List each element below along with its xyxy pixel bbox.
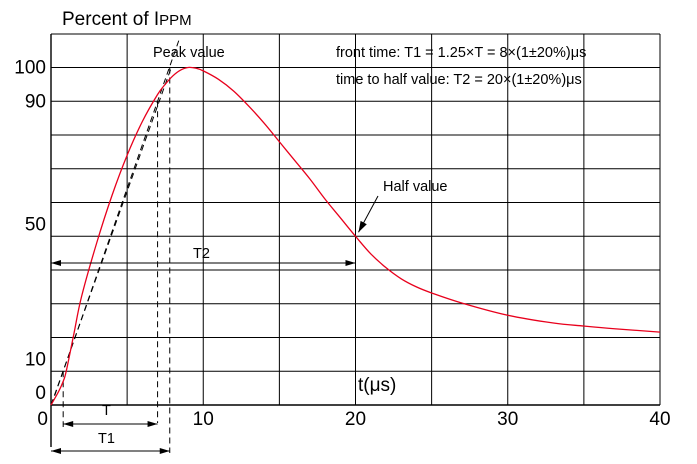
x-tick-label: 10 [193,409,214,430]
y-tick-label: 90 [25,91,46,112]
half-pointer-head [358,220,367,233]
t1-dimension-head-right [159,448,170,454]
x-tick-label: 0 [37,409,48,430]
y-tick-labels: 0 10 50 90 100 [14,58,46,405]
t-label: T [102,403,111,419]
t2-label: T2 [193,246,210,262]
t1-dimension-head-left [51,448,61,454]
y-tick-label: 50 [25,214,46,235]
y-tick-label: 0 [35,383,46,404]
t2-dimension-head-left [51,260,61,266]
peak-label: Peak value [153,45,225,61]
t-dimension-head-left [63,421,74,427]
front-time-note: front time: T1 = 1.25×T = 8×(1±20%)μs [336,45,586,61]
x-tick-label: 40 [649,409,670,430]
half-time-note: time to half value: T2 = 20×(1±20%)μs [336,72,582,88]
half-label: Half value [383,179,447,195]
grid [50,33,661,447]
impulse-curve [50,66,661,406]
x-tick-labels: 0 10 20 30 40 [37,409,670,430]
x-tick-label: 20 [345,409,366,430]
y-tick-label: 10 [25,349,46,370]
chart-title-sub: PPM [159,12,192,29]
t1-label: T1 [98,431,115,447]
t-dimension-head-right [147,421,158,427]
x-axis-label: t(μs) [358,375,396,396]
construction-lines [50,36,356,453]
x-tick-label: 30 [497,409,518,430]
t2-dimension-head-right [345,260,356,266]
chart-title-main: Percent of I [62,9,159,30]
chart-title: Percent of IPPM [62,9,192,30]
y-tick-label: 100 [14,58,46,79]
dimension-arrows [51,195,379,454]
